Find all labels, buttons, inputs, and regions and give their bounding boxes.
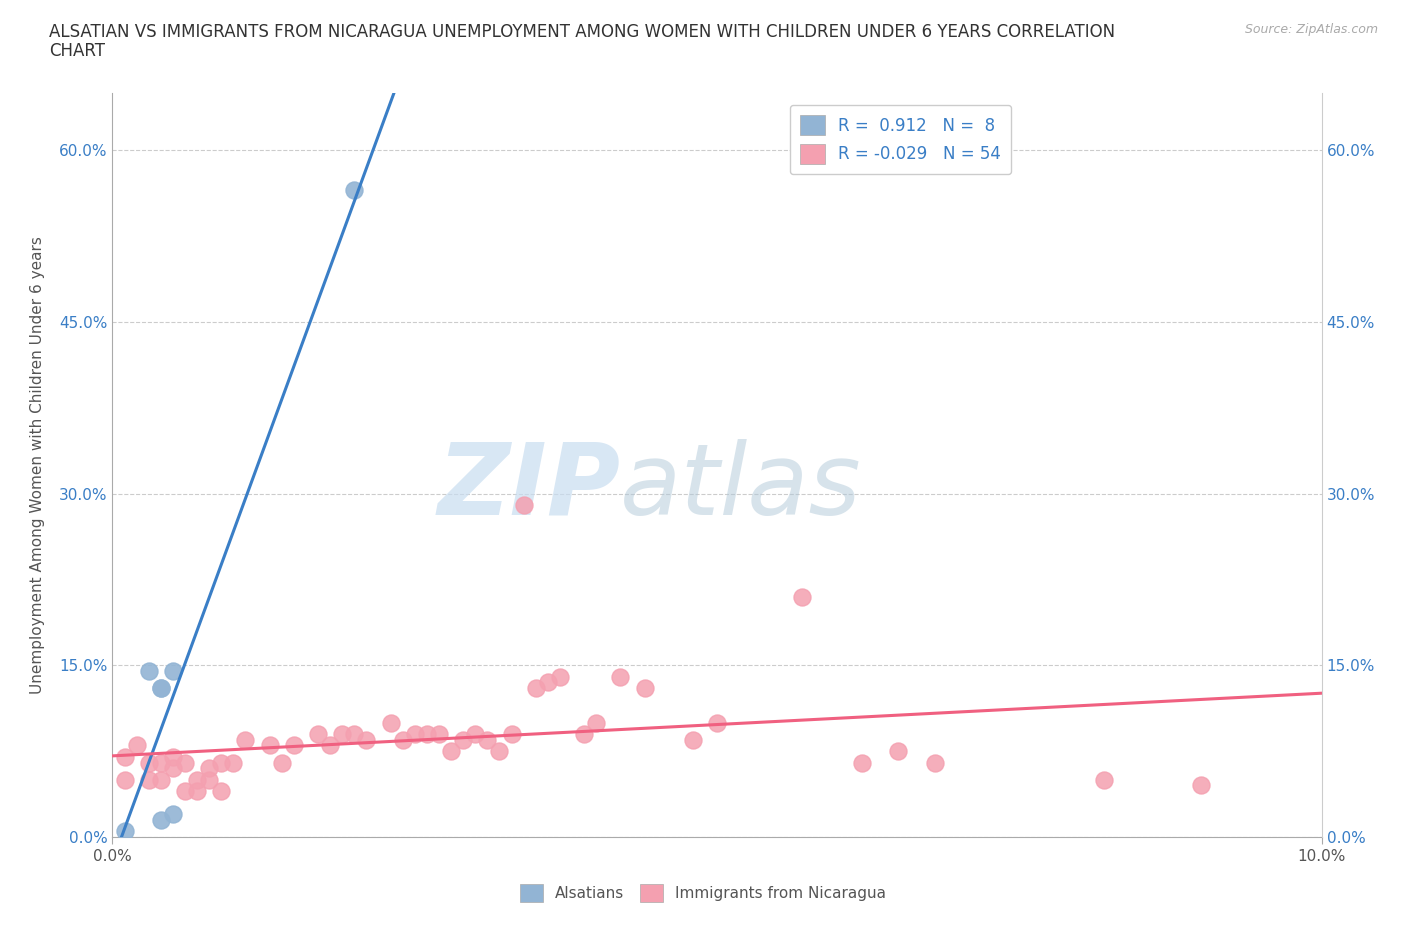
- Point: [1189, 778, 1212, 793]
- Point: [149, 813, 172, 828]
- Point: [162, 806, 184, 821]
- Point: [149, 772, 172, 787]
- Point: [259, 738, 281, 753]
- Point: [174, 755, 197, 770]
- Point: [270, 755, 292, 770]
- Point: [330, 726, 353, 741]
- Point: [209, 755, 232, 770]
- Point: [162, 761, 184, 776]
- Point: [174, 784, 197, 799]
- Point: [114, 750, 136, 764]
- Point: [477, 732, 499, 747]
- Point: [198, 761, 221, 776]
- Point: [209, 784, 232, 799]
- Point: [682, 732, 704, 747]
- Point: [633, 681, 655, 696]
- Point: [548, 670, 571, 684]
- Point: [198, 772, 221, 787]
- Point: [149, 755, 172, 770]
- Point: [343, 183, 366, 198]
- Point: [162, 664, 184, 679]
- Y-axis label: Unemployment Among Women with Children Under 6 years: Unemployment Among Women with Children U…: [31, 236, 45, 694]
- Point: [235, 732, 257, 747]
- Point: [186, 784, 208, 799]
- Point: [924, 755, 946, 770]
- Point: [380, 715, 402, 730]
- Point: [138, 755, 160, 770]
- Point: [585, 715, 607, 730]
- Point: [391, 732, 413, 747]
- Point: [307, 726, 329, 741]
- Point: [427, 726, 450, 741]
- Point: [149, 681, 172, 696]
- Point: [488, 744, 510, 759]
- Text: CHART: CHART: [49, 42, 105, 60]
- Point: [283, 738, 305, 753]
- Point: [114, 772, 136, 787]
- Point: [706, 715, 728, 730]
- Point: [149, 681, 172, 696]
- Point: [125, 738, 148, 753]
- Point: [114, 824, 136, 839]
- Point: [162, 750, 184, 764]
- Legend: R =  0.912   N =  8, R = -0.029   N = 54: R = 0.912 N = 8, R = -0.029 N = 54: [790, 105, 1011, 174]
- Point: [851, 755, 873, 770]
- Point: [138, 772, 160, 787]
- Point: [609, 670, 631, 684]
- Point: [887, 744, 910, 759]
- Point: [356, 732, 378, 747]
- Point: [138, 664, 160, 679]
- Point: [319, 738, 342, 753]
- Text: atlas: atlas: [620, 439, 862, 536]
- Point: [186, 772, 208, 787]
- Point: [512, 498, 534, 512]
- Point: [464, 726, 486, 741]
- Text: ZIP: ZIP: [437, 439, 620, 536]
- Point: [1092, 772, 1115, 787]
- Point: [501, 726, 523, 741]
- Point: [572, 726, 595, 741]
- Point: [537, 675, 560, 690]
- Point: [524, 681, 547, 696]
- Point: [404, 726, 426, 741]
- Point: [416, 726, 439, 741]
- Point: [440, 744, 463, 759]
- Point: [790, 590, 813, 604]
- Point: [451, 732, 474, 747]
- Legend: Alsatians, Immigrants from Nicaragua: Alsatians, Immigrants from Nicaragua: [515, 878, 891, 909]
- Text: Source: ZipAtlas.com: Source: ZipAtlas.com: [1244, 23, 1378, 36]
- Text: ALSATIAN VS IMMIGRANTS FROM NICARAGUA UNEMPLOYMENT AMONG WOMEN WITH CHILDREN UND: ALSATIAN VS IMMIGRANTS FROM NICARAGUA UN…: [49, 23, 1115, 41]
- Point: [343, 726, 366, 741]
- Point: [222, 755, 245, 770]
